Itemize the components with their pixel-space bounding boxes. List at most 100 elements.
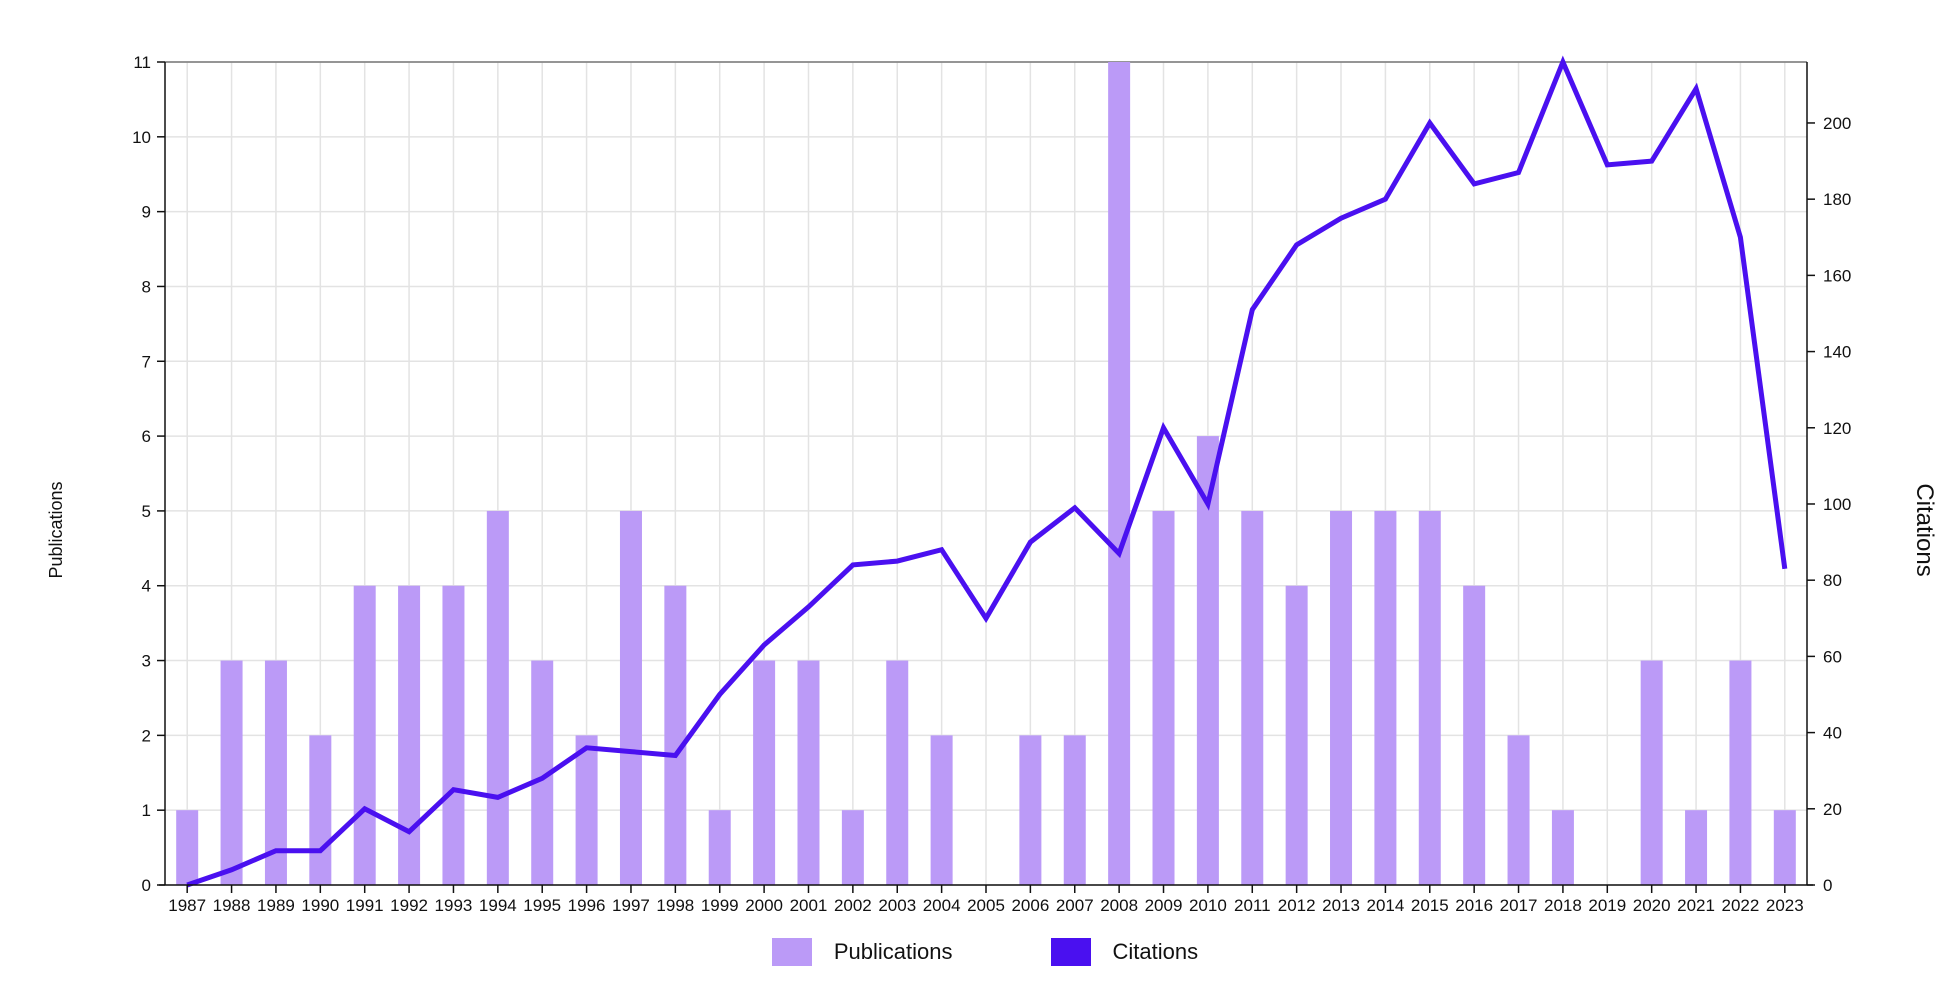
legend-label-citations: Citations <box>1112 939 1199 964</box>
citations-swatch <box>1050 938 1091 966</box>
bar-1987 <box>176 810 199 885</box>
left-tick-label: 1 <box>142 801 151 820</box>
x-tick-label: 2016 <box>1455 896 1493 915</box>
x-tick-label: 1992 <box>390 896 428 915</box>
left-tick-label: 8 <box>142 277 151 296</box>
bar-2016 <box>1463 585 1486 885</box>
bar-1990 <box>309 735 332 885</box>
x-tick-label: 1987 <box>168 896 206 915</box>
bar-2004 <box>930 735 953 885</box>
publications-bars <box>176 62 1796 885</box>
right-tick-label: 20 <box>1823 800 1842 819</box>
right-tick-label: 200 <box>1823 114 1851 133</box>
x-tick-label: 1988 <box>213 896 251 915</box>
right-tick-label: 140 <box>1823 343 1851 362</box>
bar-2000 <box>753 660 776 885</box>
x-tick-label: 2019 <box>1588 896 1626 915</box>
x-tick-label: 2003 <box>878 896 916 915</box>
bar-2007 <box>1063 735 1086 885</box>
citations-line-group <box>186 55 1788 888</box>
right-tick-label: 160 <box>1823 266 1851 285</box>
legend-item-citations[interactable]: Citations <box>1050 938 1199 966</box>
x-tick-label: 2023 <box>1766 896 1804 915</box>
x-tick-label: 1994 <box>479 896 517 915</box>
chart-legend: Publications Citations <box>0 938 1942 966</box>
left-tick-label: 3 <box>142 652 151 671</box>
bar-1997 <box>619 510 642 885</box>
bar-2022 <box>1729 660 1752 885</box>
bar-2011 <box>1241 510 1264 885</box>
x-tick-label: 2010 <box>1189 896 1227 915</box>
x-tick-label: 1991 <box>346 896 384 915</box>
x-tick-label: 2012 <box>1278 896 1316 915</box>
publications-swatch <box>771 938 812 966</box>
x-tick-label: 1993 <box>435 896 473 915</box>
x-tick-label: 1998 <box>656 896 694 915</box>
bar-2012 <box>1285 585 1308 885</box>
x-tick-label: 1995 <box>523 896 561 915</box>
x-tick-label: 2022 <box>1722 896 1760 915</box>
bar-1992 <box>398 585 421 885</box>
bar-1989 <box>264 660 287 885</box>
bar-1988 <box>220 660 243 885</box>
bar-2001 <box>797 660 820 885</box>
bar-2020 <box>1640 660 1663 885</box>
x-tick-label: 2005 <box>967 896 1005 915</box>
x-tick-label: 2021 <box>1677 896 1715 915</box>
x-tick-label: 2015 <box>1411 896 1449 915</box>
bar-2006 <box>1019 735 1042 885</box>
bar-2009 <box>1152 510 1175 885</box>
bar-1993 <box>442 585 465 885</box>
legend-item-publications[interactable]: Publications <box>771 938 953 966</box>
bar-2018 <box>1551 810 1574 885</box>
bar-2008 <box>1108 62 1131 885</box>
x-tick-label: 2013 <box>1322 896 1360 915</box>
left-tick-label: 7 <box>142 352 151 371</box>
right-tick-label: 120 <box>1823 419 1851 438</box>
x-tick-label: 1996 <box>568 896 606 915</box>
left-tick-label: 10 <box>132 128 151 147</box>
x-tick-label: 2004 <box>923 896 961 915</box>
x-tick-label: 2006 <box>1011 896 1049 915</box>
x-tick-label: 2008 <box>1100 896 1138 915</box>
x-tick-label: 1990 <box>301 896 339 915</box>
x-tick-label: 2018 <box>1544 896 1582 915</box>
right-tick-label: 80 <box>1823 571 1842 590</box>
bar-1994 <box>486 510 509 885</box>
bar-2021 <box>1685 810 1708 885</box>
right-tick-label: 0 <box>1823 876 1832 895</box>
bar-1995 <box>531 660 554 885</box>
x-tick-label: 2001 <box>790 896 828 915</box>
bar-1998 <box>664 585 687 885</box>
x-tick-label: 2002 <box>834 896 872 915</box>
left-tick-label: 11 <box>133 53 151 72</box>
left-axis-title: Publications <box>46 481 66 578</box>
axes: 0 1 2 3 4 5 6 7 8 9 10 11 0 20 40 60 80 100 120 140 160 180 20… <box>132 53 1851 915</box>
x-tick-label: 2009 <box>1145 896 1183 915</box>
x-tick-label: 1989 <box>257 896 295 915</box>
x-tick-label: 2011 <box>1234 896 1271 915</box>
left-tick-label: 6 <box>142 427 151 446</box>
bar-1996 <box>575 735 598 885</box>
bar-1991 <box>353 585 376 885</box>
bar-2003 <box>886 660 909 885</box>
bar-2002 <box>841 810 864 885</box>
right-tick-label: 40 <box>1823 724 1842 743</box>
right-tick-label: 100 <box>1823 495 1851 514</box>
x-tick-label: 1997 <box>612 896 650 915</box>
right-tick-label: 60 <box>1823 647 1842 666</box>
legend-label-publications: Publications <box>833 939 953 964</box>
x-tick-label: 2000 <box>745 896 783 915</box>
x-tick-label: 2017 <box>1500 896 1538 915</box>
x-tick-label: 2014 <box>1366 896 1404 915</box>
x-tick-label: 2020 <box>1633 896 1671 915</box>
bar-2017 <box>1507 735 1530 885</box>
left-tick-label: 2 <box>142 726 151 745</box>
bar-2015 <box>1418 510 1441 885</box>
right-tick-label: 180 <box>1823 190 1851 209</box>
bar-2013 <box>1330 510 1353 885</box>
bar-2014 <box>1374 510 1397 885</box>
left-tick-label: 4 <box>142 577 151 596</box>
bar-2023 <box>1773 810 1796 885</box>
